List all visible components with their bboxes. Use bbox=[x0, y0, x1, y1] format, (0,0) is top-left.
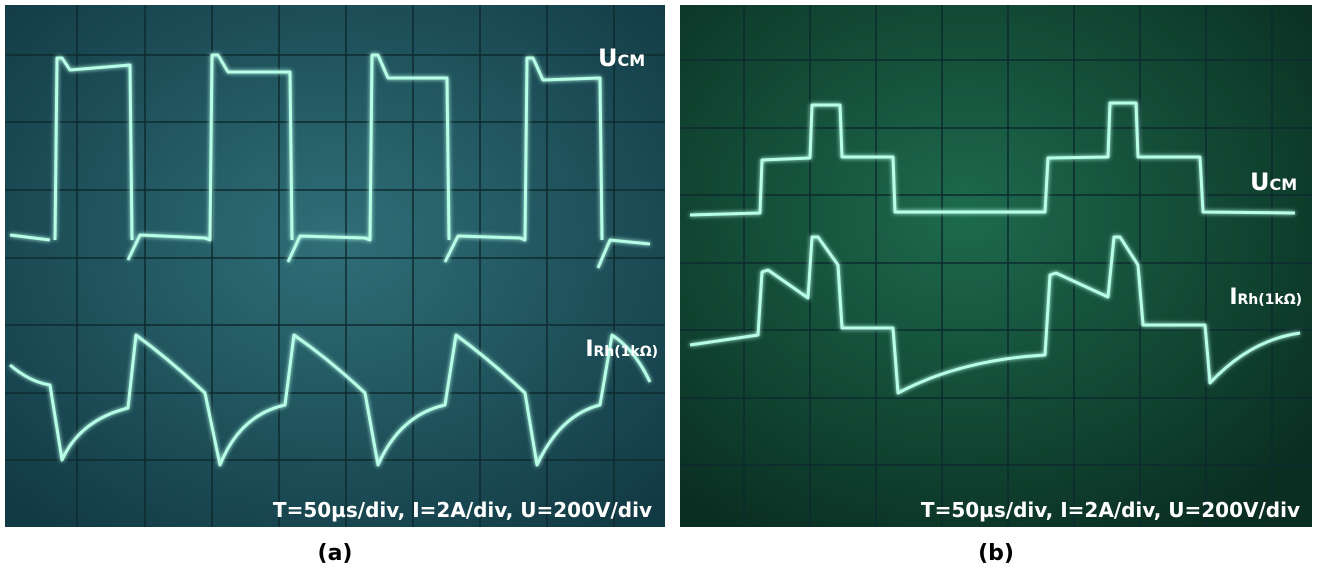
panel-caption: (a) bbox=[318, 541, 353, 566]
label-sub: Rh(1kΩ) bbox=[594, 344, 659, 360]
settings-label: T=50µs/div, I=2A/div, U=200V/div bbox=[273, 498, 652, 522]
label-sub: Rh(1kΩ) bbox=[1238, 292, 1303, 308]
label-main: U bbox=[1250, 168, 1270, 196]
label-main: I bbox=[585, 337, 593, 362]
screen-background bbox=[5, 5, 665, 527]
screen-background bbox=[680, 5, 1312, 527]
label-sub: CM bbox=[1270, 175, 1298, 194]
label-sub: CM bbox=[618, 51, 646, 70]
figure: UCM IRh(1kΩ) T=50µs/div, I=2A/div, U=200… bbox=[0, 0, 1317, 574]
label-main: I bbox=[1229, 285, 1237, 310]
label-main: U bbox=[598, 44, 618, 72]
scope-screen-b: UCM IRh(1kΩ) T=50µs/div, I=2A/div, U=200… bbox=[680, 5, 1312, 566]
panel-caption: (b) bbox=[978, 541, 1014, 566]
settings-label: T=50µs/div, I=2A/div, U=200V/div bbox=[921, 498, 1300, 522]
scope-screen-a: UCM IRh(1kΩ) T=50µs/div, I=2A/div, U=200… bbox=[5, 5, 665, 566]
